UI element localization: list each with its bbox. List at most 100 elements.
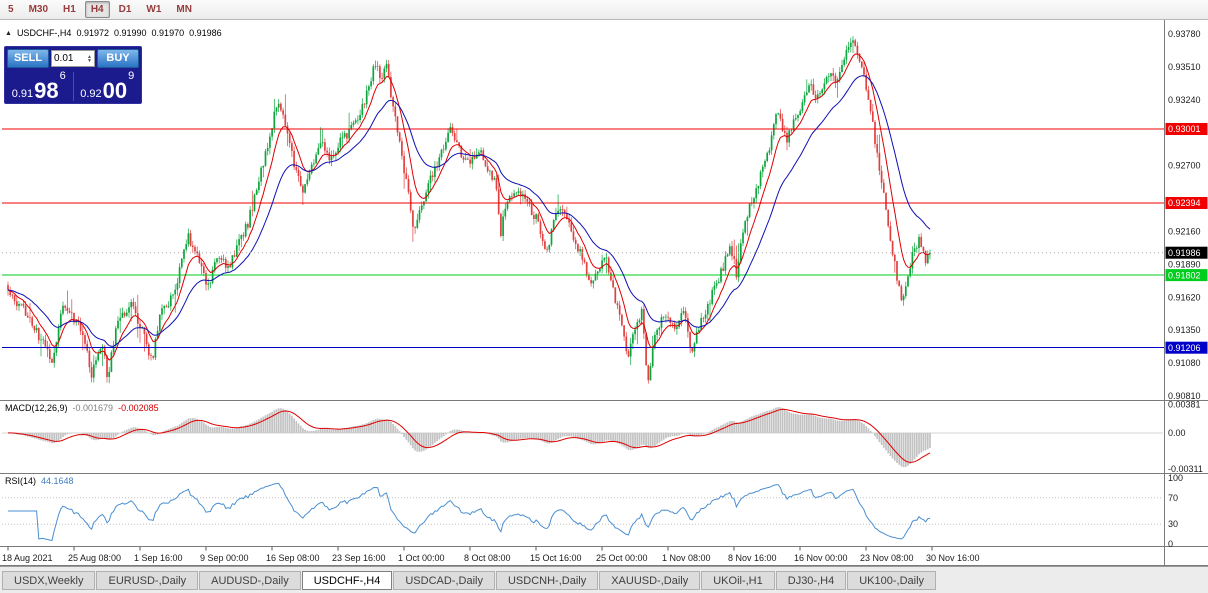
sell-button[interactable]: SELL	[7, 49, 49, 68]
lot-decrease-button[interactable]: ▼	[87, 57, 92, 64]
sell-price: 0.91 98 6	[5, 70, 73, 103]
current-price-box	[1165, 246, 1208, 259]
resistance-line-2-box	[1165, 197, 1208, 209]
x-axis-label: 16 Nov 00:00	[794, 553, 848, 563]
buy-price-sup: 9	[128, 70, 135, 82]
chart-canvas[interactable]: 0.937800.935100.932400.927000.921600.918…	[0, 20, 1208, 566]
rsi-title: RSI(14)	[5, 476, 37, 486]
chart-window[interactable]: 0.93780 0.93510 0.93240 0.92700 0.92160 0.918…	[0, 20, 1208, 566]
tab-eurusd-daily[interactable]: EURUSD-,Daily	[96, 571, 199, 590]
tab-usdx-weekly[interactable]: USDX,Weekly	[2, 571, 96, 590]
rsi-indicator-header: RSI(14) 44.1648	[5, 476, 74, 486]
tab-audusd-daily[interactable]: AUDUSD-,Daily	[199, 571, 301, 590]
macd-signal-line	[8, 408, 931, 463]
y-axis-label: 0.92160	[1168, 227, 1201, 237]
tab-usdchf-h4[interactable]: USDCHF-,H4	[301, 571, 393, 590]
current-price-label: 0.91986	[1168, 248, 1201, 258]
macd-indicator-header: MACD(12,26,9) -0.001679 -0.002085	[5, 403, 159, 413]
rsi-line	[8, 482, 931, 541]
lot-increase-button[interactable]: ▲	[87, 53, 92, 60]
x-axis-label: 23 Nov 08:00	[860, 553, 914, 563]
tab-dj30-h4[interactable]: DJ30-,H4	[775, 571, 847, 590]
x-axis-label: 8 Oct 08:00	[464, 553, 511, 563]
timeframe-button-mn[interactable]: MN	[176, 4, 192, 15]
resistance-line-1-box	[1165, 123, 1208, 135]
x-axis-label: 18 Aug 2021	[2, 553, 53, 563]
rsi-value: 44.1648	[41, 476, 74, 486]
rsi-axis-label: 30	[1168, 519, 1178, 529]
tab-ukoil-h1[interactable]: UKOil-,H1	[701, 571, 775, 590]
timeframe-button-h4[interactable]: H4	[84, 1, 110, 18]
macd-axis-label: 0.00	[1168, 428, 1186, 438]
macd-main-value: -0.001679	[72, 403, 114, 413]
candle-wicks-up	[18, 36, 931, 384]
x-axis-label: 25 Oct 00:00	[596, 553, 648, 563]
y-axis-label: 0.91350	[1168, 325, 1201, 335]
ma-slow-line	[7, 75, 931, 347]
timeframe-button-w1[interactable]: W1	[146, 4, 162, 15]
chart-symbol-title: USDCHF-,H4	[16, 28, 72, 38]
timeframe-button-h1[interactable]: H1	[63, 4, 76, 15]
ohlc-close: 0.91986	[189, 28, 222, 38]
ohlc-high: 0.91990	[114, 28, 147, 38]
sell-price-big: 98	[34, 78, 59, 103]
candle-wicks-down	[7, 38, 926, 384]
y-axis-label: 0.91620	[1168, 292, 1201, 302]
timeframe-button-m30[interactable]: M30	[28, 4, 49, 15]
buy-button[interactable]: BUY	[97, 49, 139, 68]
collapse-panel-icon[interactable]: ▲	[5, 29, 12, 37]
rsi-axis-label: 100	[1168, 473, 1183, 483]
ohlc-low: 0.91970	[151, 28, 185, 38]
y-axis-label: 0.93510	[1168, 62, 1201, 72]
y-axis-label: 0.91080	[1168, 358, 1201, 368]
tab-usdcad-daily[interactable]: USDCAD-,Daily	[393, 571, 495, 590]
y-axis-label: 0.91890	[1168, 259, 1201, 269]
lot-size-input[interactable]: 0.01 ▲ ▼	[51, 50, 95, 67]
x-axis-label: 16 Sep 08:00	[266, 553, 320, 563]
support-line-green-label: 0.91802	[1168, 270, 1201, 280]
tab-usdcnh-daily[interactable]: USDCNH-,Daily	[495, 571, 599, 590]
sell-price-sup: 6	[59, 70, 66, 82]
lot-size-value: 0.01	[54, 53, 74, 64]
y-axis-label: 0.92700	[1168, 161, 1201, 171]
macd-axis-label: -0.00311	[1168, 464, 1203, 474]
timeframe-toolbar: 5 M30 H1 H4 D1 W1 MN	[0, 0, 1208, 20]
y-axis-label: 0.90810	[1168, 391, 1201, 401]
timeframe-button-5[interactable]: 5	[8, 4, 14, 15]
rsi-axis-label: 0	[1168, 539, 1173, 549]
timeframe-button-d1[interactable]: D1	[118, 4, 132, 15]
support-line-blue-box	[1165, 341, 1208, 354]
x-axis-label: 9 Sep 00:00	[200, 553, 249, 563]
x-axis-label: 23 Sep 16:00	[332, 553, 386, 563]
x-axis-label: 15 Oct 16:00	[530, 553, 582, 563]
x-axis-label: 1 Oct 00:00	[398, 553, 445, 563]
candle-bodies-up	[18, 40, 931, 381]
one-click-trading-panel: SELL 0.01 ▲ ▼ BUY 0.91 98 6 0.92 00 9	[4, 46, 142, 104]
tab-uk100-daily[interactable]: UK100-,Daily	[847, 571, 937, 590]
x-axis-label: 25 Aug 08:00	[68, 553, 121, 563]
buy-price-big: 00	[102, 78, 128, 103]
macd-signal-value: -0.002085	[118, 403, 159, 413]
ma-fast-line	[7, 53, 931, 361]
macd-axis-label: 0.00381	[1168, 400, 1201, 410]
rsi-axis-label: 70	[1168, 493, 1178, 503]
buy-price-small: 0.92	[80, 88, 102, 100]
sell-price-small: 0.91	[11, 88, 34, 100]
y-axis-label: 0.93240	[1168, 95, 1201, 105]
chart-ohlc-header: ▲ USDCHF-,H4 0.91972 0.91990 0.91970 0.9…	[5, 28, 222, 38]
support-line-green-box	[1165, 269, 1208, 282]
x-axis-label: 1 Nov 08:00	[662, 553, 711, 563]
resistance-line-2-label: 0.92394	[1168, 198, 1201, 208]
price-divider	[72, 72, 74, 101]
macd-histogram	[9, 407, 931, 468]
macd-title: MACD(12,26,9)	[5, 403, 68, 413]
x-axis-label: 30 Nov 16:00	[926, 553, 980, 563]
x-axis-label: 8 Nov 16:00	[728, 553, 777, 563]
tab-xauusd-daily[interactable]: XAUUSD-,Daily	[599, 571, 701, 590]
y-axis-label: 0.93780	[1168, 29, 1201, 39]
buy-price: 0.92 00 9	[74, 70, 142, 103]
resistance-line-1-label: 0.93001	[1168, 124, 1201, 134]
chart-tab-bar: USDX,Weekly EURUSD-,Daily AUDUSD-,Daily USD…	[0, 566, 1208, 593]
support-line-blue-label: 0.91206	[1168, 343, 1201, 353]
